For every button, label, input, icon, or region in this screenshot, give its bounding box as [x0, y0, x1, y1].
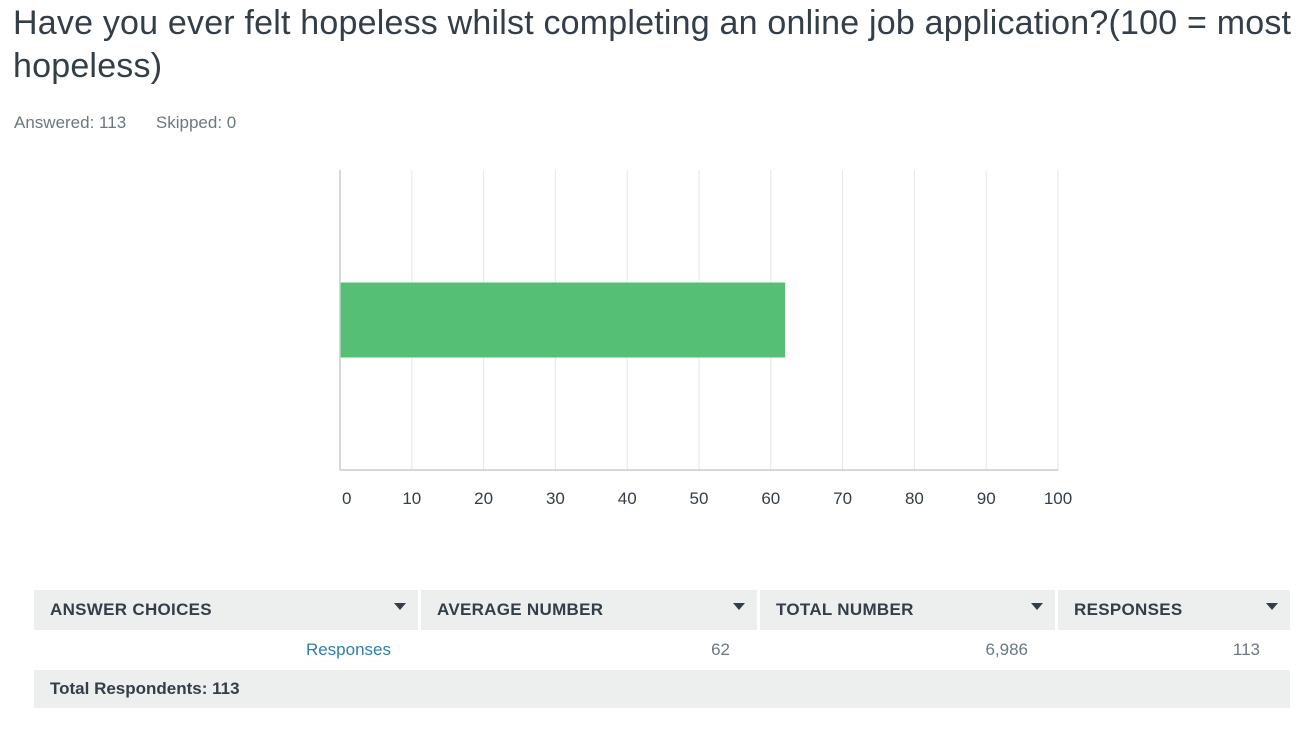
table-row: Responses 62 6,986 113	[34, 630, 1290, 670]
header-responses[interactable]: RESPONSES	[1058, 590, 1290, 630]
x-tick-label: 0	[342, 489, 351, 508]
average-number-cell: 62	[711, 640, 730, 659]
question-title: Have you ever felt hopeless whilst compl…	[13, 4, 1292, 85]
responses-cell: 113	[1232, 640, 1260, 659]
total-respondents-row: Total Respondents: 113	[34, 670, 1290, 708]
header-label: ANSWER CHOICES	[50, 600, 212, 619]
x-tick-label: 50	[690, 489, 709, 508]
results-table: ANSWER CHOICES AVERAGE NUMBER TOTAL NUMB…	[34, 590, 1290, 708]
header-label: TOTAL NUMBER	[776, 600, 914, 619]
x-tick-label: 30	[546, 489, 565, 508]
x-tick-label: 90	[977, 489, 996, 508]
sort-arrow-icon[interactable]	[1266, 603, 1278, 610]
x-tick-label: 10	[402, 489, 421, 508]
total-number-cell: 6,986	[985, 640, 1028, 659]
x-tick-label: 60	[761, 489, 780, 508]
table-header-row: ANSWER CHOICES AVERAGE NUMBER TOTAL NUMB…	[34, 590, 1290, 630]
x-tick-label: 20	[474, 489, 493, 508]
skipped-count: Skipped: 0	[155, 113, 237, 132]
bar-responses	[340, 282, 786, 358]
x-tick-label: 40	[618, 489, 637, 508]
chart-axes	[339, 170, 1058, 471]
sort-arrow-icon[interactable]	[1031, 603, 1043, 610]
sort-arrow-icon[interactable]	[733, 603, 745, 610]
header-label: AVERAGE NUMBER	[437, 600, 604, 619]
bar-chart: 0 10 20 30 40 50 60 70 80 90 100	[339, 170, 1072, 508]
header-label: RESPONSES	[1074, 600, 1183, 619]
chart-tick-labels: 0 10 20 30 40 50 60 70 80 90 100	[342, 489, 1072, 508]
response-stats: Answered: 113 Skipped: 0	[14, 113, 236, 133]
sort-arrow-icon[interactable]	[394, 603, 406, 610]
answer-choice-cell: Responses	[34, 630, 421, 670]
x-tick-label: 100	[1044, 489, 1072, 508]
header-answer-choices[interactable]: ANSWER CHOICES	[34, 590, 421, 630]
x-tick-label: 70	[833, 489, 852, 508]
chart-bars	[340, 282, 786, 358]
header-total-number[interactable]: TOTAL NUMBER	[760, 590, 1058, 630]
answered-count: Answered: 113	[14, 113, 127, 132]
header-average-number[interactable]: AVERAGE NUMBER	[421, 590, 760, 630]
x-tick-label: 80	[905, 489, 924, 508]
answer-choice-link[interactable]: Responses	[305, 640, 391, 659]
total-respondents: Total Respondents: 113	[34, 670, 1290, 708]
